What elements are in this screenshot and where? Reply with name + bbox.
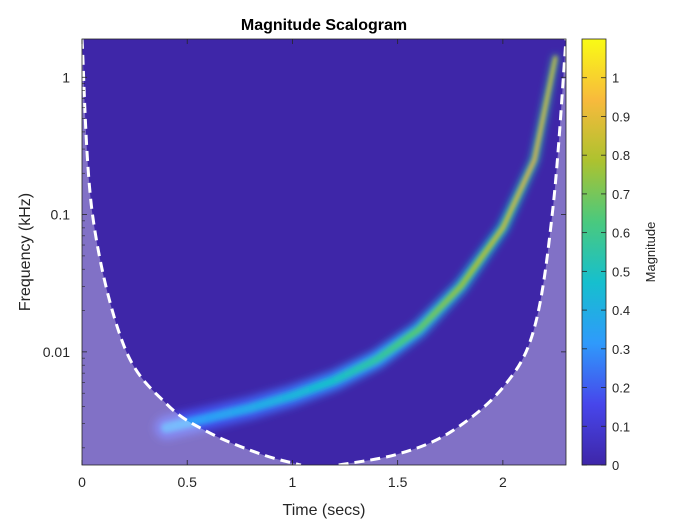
ridge-layer — [154, 54, 558, 440]
colorbar-tick-label: 0.6 — [612, 226, 630, 241]
chart-title: Magnitude Scalogram — [241, 17, 407, 34]
x-tick-label: 0.5 — [177, 474, 197, 490]
colorbar-gradient — [581, 38, 607, 466]
cone-of-influence-line — [82, 39, 566, 465]
colorbar-tick-label: 1 — [612, 71, 619, 86]
colorbar-tick-label: 0.8 — [612, 148, 630, 163]
y-tick-label: 0.01 — [43, 344, 70, 360]
colorbar-tick-label: 0.9 — [612, 109, 630, 124]
colorbar-tick-label: 0 — [612, 458, 619, 473]
colorbar-tick-label: 0.2 — [612, 381, 630, 396]
plot-area — [82, 39, 566, 465]
colorbar-ticks: 0 0.1 0.2 0.3 0.4 0.5 0.6 0.7 0.8 0.9 1 — [582, 71, 630, 473]
colorbar: 0 0.1 0.2 0.3 0.4 0.5 0.6 0.7 0.8 0.9 1 Magnitude — [581, 38, 658, 473]
colorbar-tick-label: 0.5 — [612, 264, 630, 279]
y-tick-label: 1 — [62, 69, 70, 85]
x-axis-title: Time (secs) — [283, 502, 366, 519]
colorbar-tick-label: 0.3 — [612, 342, 630, 357]
x-tick-label: 2 — [499, 474, 507, 490]
x-axis: 0 0.5 1 1.5 2 — [78, 39, 507, 490]
colorbar-tick-label: 0.1 — [612, 419, 630, 434]
x-tick-label: 1 — [289, 474, 297, 490]
colorbar-tick-label: 0.4 — [612, 303, 630, 318]
x-tick-label: 0 — [78, 474, 86, 490]
colorbar-tick-label: 0.7 — [612, 187, 630, 202]
cone-of-influence-shade — [82, 39, 566, 465]
y-axis-title: Frequency (kHz) — [17, 193, 34, 311]
y-axis: 0.01 0.1 1 — [43, 69, 566, 449]
colorbar-title: Magnitude — [643, 222, 658, 283]
y-tick-label: 0.1 — [51, 207, 71, 223]
ridge-segment — [552, 55, 557, 65]
x-tick-label: 1.5 — [388, 474, 408, 490]
axes-box — [81, 38, 567, 466]
ridge-core — [161, 55, 557, 433]
